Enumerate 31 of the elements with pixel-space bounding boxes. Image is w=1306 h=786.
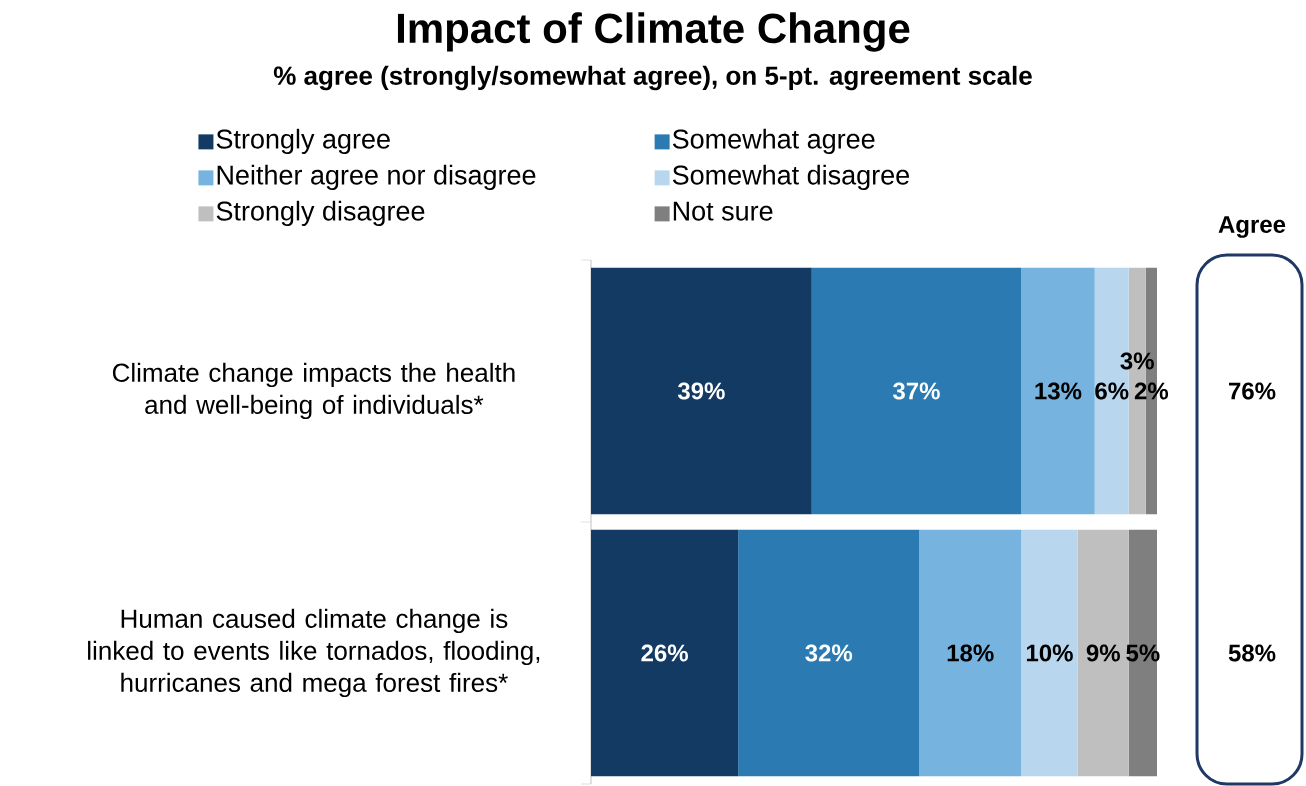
chart-title: Impact of Climate Change [397,12,910,52]
chart-subtitle: % agree (strongly/somewhat agree), on 5-pt. agreement scale [273,65,1032,91]
text: Agree [1218,216,1286,238]
data-label: 37% [893,382,940,400]
y-tick-label: Human caused climate change is linked to events like tornados, flooding, hurricanes and mega forest fires* [88,608,540,698]
legend-label: Somewhat agree [672,128,875,154]
bar [591,529,739,777]
data-label: 2% [1134,382,1169,400]
data-label: 13% [1035,382,1082,400]
legend-label: Neither agree nor disagree [217,164,536,190]
bar [919,529,1022,777]
bar [1021,267,1095,515]
bar [1021,529,1078,777]
data-label: 6% [1095,382,1129,400]
legend-label: Strongly disagree [216,200,425,226]
data-label: 26% [641,644,688,662]
bar [591,267,812,515]
data-label: 18% [947,644,994,662]
text: 76% [1229,382,1276,400]
y-tick-label: Climate change impacts the health and well-being of individuals* [112,362,515,420]
bar [738,529,920,777]
legend-label: Strongly agree [216,128,390,154]
data-label: 3% [1120,352,1154,370]
data-label: 39% [677,382,725,400]
data-label: 10% [1026,644,1073,662]
legend-label: Not sure [673,201,773,221]
legend-label: Somewhat disagree [672,164,910,190]
text: 58% [1228,644,1276,662]
data-label: 9% [1086,644,1120,662]
bar [811,267,1022,515]
data-label: 32% [805,644,853,662]
